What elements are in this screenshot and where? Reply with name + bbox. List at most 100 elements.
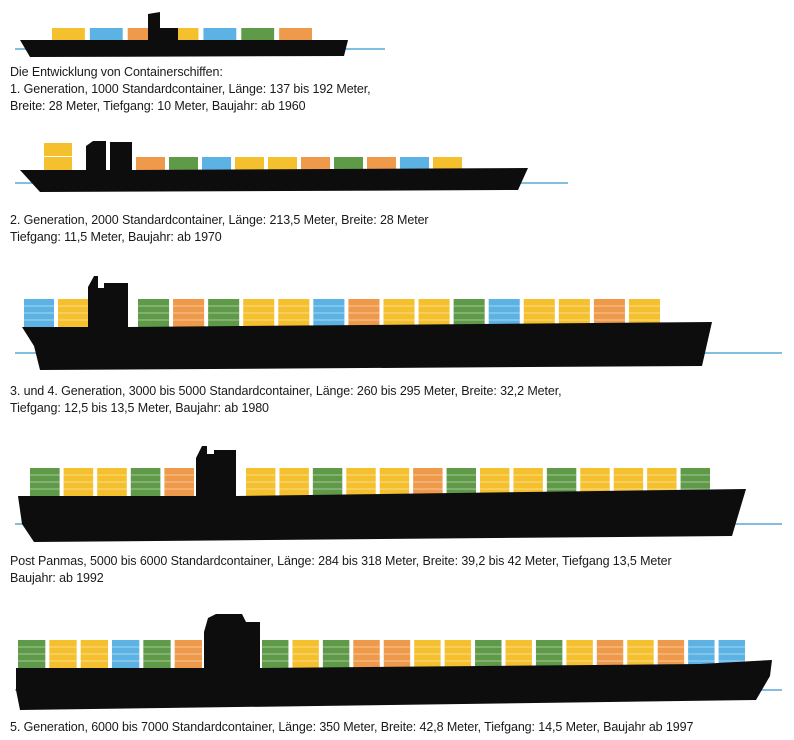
- ship-1-caption-line-2: Breite: 28 Meter, Tiefgang: 10 Meter, Ba…: [10, 99, 306, 113]
- ship-5-hull: [16, 614, 772, 710]
- container-blue: [688, 640, 715, 668]
- ship-2: [15, 141, 568, 192]
- container-orange: [657, 640, 685, 668]
- container-green: [30, 468, 60, 496]
- container-green: [535, 640, 563, 668]
- container-yellow: [444, 640, 472, 668]
- ship-4-containers: [30, 468, 710, 496]
- ship-1-containers: [52, 28, 312, 40]
- container-orange: [173, 299, 205, 327]
- container-yellow: [480, 468, 510, 496]
- container-yellow: [292, 640, 319, 668]
- ship-1-caption-line-1: 1. Generation, 1000 Standardcontainer, L…: [10, 82, 371, 96]
- container-yellow: [566, 640, 593, 668]
- container-orange: [279, 28, 312, 40]
- container-yellow: [523, 299, 555, 327]
- ship-4-hull: [18, 446, 746, 542]
- container-green: [138, 299, 170, 327]
- container-yellow: [379, 468, 410, 496]
- container-orange: [596, 640, 624, 668]
- container-orange: [383, 640, 411, 668]
- container-orange: [174, 640, 202, 668]
- ship-1-hull: [20, 12, 348, 57]
- container-yellow: [243, 299, 275, 327]
- container-yellow: [418, 299, 450, 327]
- container-orange: [136, 157, 165, 170]
- container-blue: [89, 28, 123, 40]
- container-green: [169, 157, 198, 170]
- container-yellow: [414, 640, 441, 668]
- container-green: [334, 157, 363, 170]
- container-yellow: [278, 299, 310, 327]
- ship-1: [15, 12, 385, 57]
- container-yellow: [97, 468, 127, 496]
- container-green: [262, 640, 289, 668]
- ship-4-caption: Post Panmas, 5000 bis 6000 Standardconta…: [10, 553, 672, 587]
- container-yellow: [246, 468, 276, 496]
- ship-3-containers: [24, 299, 660, 327]
- ship-2-caption-line-1: 2. Generation, 2000 Standardcontainer, L…: [10, 213, 429, 227]
- ship-3: [15, 276, 782, 370]
- ship-5-caption: 5. Generation, 6000 bis 7000 Standardcon…: [10, 719, 693, 736]
- container-orange: [301, 157, 330, 170]
- ship-1-caption: 1. Generation, 1000 Standardcontainer, L…: [10, 81, 371, 115]
- container-blue: [203, 28, 237, 40]
- container-blue: [202, 157, 231, 170]
- ship-5-caption-line-1: 5. Generation, 6000 bis 7000 Standardcon…: [10, 720, 694, 734]
- container-yellow: [58, 299, 88, 327]
- container-green: [241, 28, 275, 40]
- container-orange: [164, 468, 194, 496]
- container-blue: [488, 299, 520, 327]
- container-green: [143, 640, 171, 668]
- container-yellow: [627, 640, 654, 668]
- container-blue: [313, 299, 345, 327]
- container-yellow: [279, 468, 309, 496]
- container-green: [453, 299, 485, 327]
- container-orange: [593, 299, 625, 327]
- intro-text: Die Entwicklung von Containerschiffen:: [10, 65, 223, 79]
- container-yellow: [383, 299, 415, 327]
- container-blue: [112, 640, 140, 668]
- ship-2-caption-line-2: Tiefgang: 11,5 Meter, Baujahr: ab 1970: [10, 230, 222, 244]
- container-yellow: [628, 299, 660, 327]
- container-green: [312, 468, 343, 496]
- container-yellow: [513, 468, 543, 496]
- container-yellow: [52, 28, 85, 40]
- ship-5: [15, 614, 782, 710]
- container-orange: [367, 157, 396, 170]
- container-yellow: [49, 640, 77, 668]
- container-green: [208, 299, 240, 327]
- container-yellow: [268, 157, 297, 170]
- ship-4: [15, 446, 782, 542]
- ship-2-containers: [44, 143, 462, 170]
- ship-4-caption-line-2: Baujahr: ab 1992: [10, 571, 104, 585]
- container-orange: [348, 299, 380, 327]
- container-green: [446, 468, 476, 496]
- ship-5-containers: [18, 640, 745, 668]
- ship-3-hull: [22, 276, 712, 370]
- ship-3-caption: 3. und 4. Generation, 3000 bis 5000 Stan…: [10, 383, 562, 417]
- ship-3-caption-line-1: 3. und 4. Generation, 3000 bis 5000 Stan…: [10, 384, 562, 398]
- ship-3-caption-line-2: Tiefgang: 12,5 bis 13,5 Meter, Baujahr: …: [10, 401, 269, 415]
- container-yellow: [44, 157, 72, 170]
- container-yellow: [505, 640, 532, 668]
- ship-2-hull: [20, 141, 528, 192]
- ship-2-caption: 2. Generation, 2000 Standardcontainer, L…: [10, 212, 429, 246]
- container-orange: [353, 640, 380, 668]
- container-yellow: [235, 157, 264, 170]
- container-yellow: [44, 143, 72, 156]
- intro-caption: Die Entwicklung von Containerschiffen:: [10, 64, 223, 81]
- container-green: [475, 640, 502, 668]
- ship-4-caption-line-1: Post Panmas, 5000 bis 6000 Standardconta…: [10, 554, 672, 568]
- container-green: [322, 640, 350, 668]
- container-yellow: [63, 468, 94, 496]
- container-yellow: [558, 299, 590, 327]
- container-green: [18, 640, 46, 668]
- container-yellow: [346, 468, 376, 496]
- container-blue: [24, 299, 54, 327]
- container-green: [546, 468, 577, 496]
- container-green: [130, 468, 161, 496]
- container-yellow: [80, 640, 108, 668]
- container-blue: [400, 157, 429, 170]
